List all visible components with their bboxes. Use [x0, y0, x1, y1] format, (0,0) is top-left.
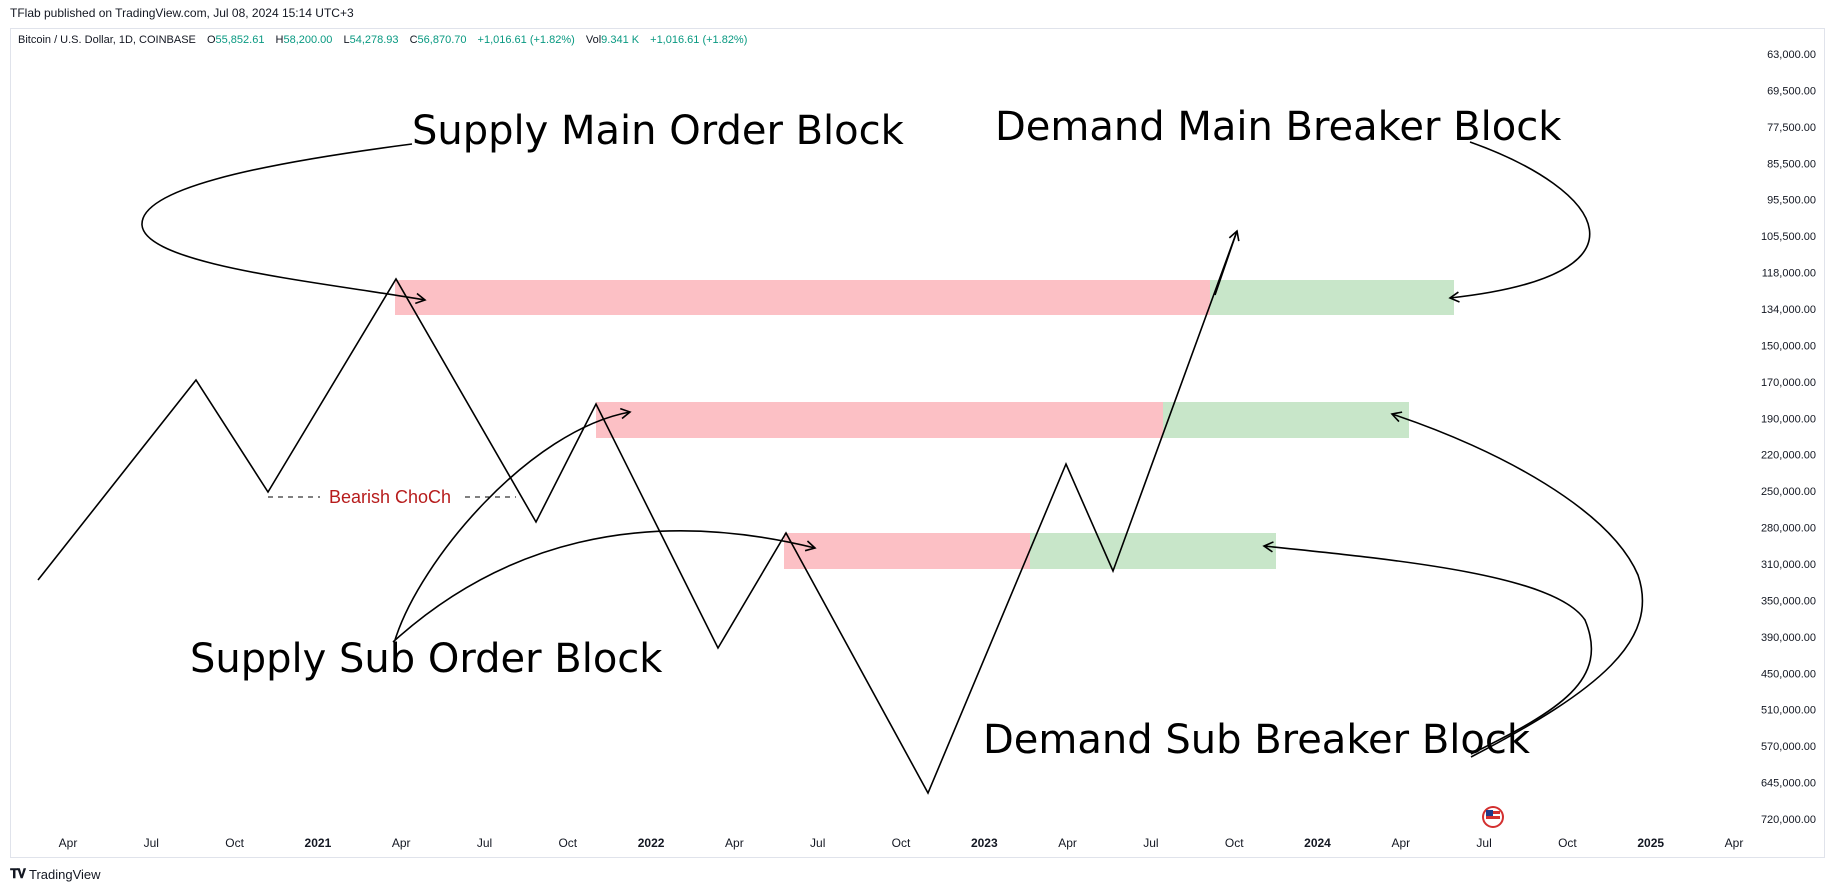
x-tick-label: Apr: [392, 836, 411, 850]
y-tick-label: 310,000.00: [1761, 559, 1816, 571]
price-path-arrow: [1214, 229, 1240, 296]
x-tick-label: Oct: [1225, 836, 1244, 850]
x-tick-label: Apr: [725, 836, 744, 850]
x-tick-label: 2022: [638, 836, 665, 850]
y-tick-label: 450,000.00: [1761, 668, 1816, 680]
time-axis[interactable]: Apr Jul Oct 2021 Apr Jul Oct 2022 Apr Jul Oct 2023 A…: [59, 836, 1744, 850]
demand-sub-arrow-upper: [1390, 411, 1644, 758]
open-value: 55,852.61: [215, 34, 265, 46]
tradingview-logo-icon[interactable]: 𝐓𝐕: [10, 866, 26, 881]
demand-main-arrow: [1448, 141, 1591, 303]
y-tick-label: 220,000.00: [1761, 450, 1816, 462]
vol-change-value: +1,016.61 (+1.82%): [650, 34, 748, 46]
high-label: H: [275, 34, 284, 46]
demand-sub-label: Demand Sub Breaker Block: [983, 717, 1531, 763]
high-value: 58,200.00: [283, 34, 333, 46]
x-tick-label: Apr: [1058, 836, 1077, 850]
supply-sub-label: Supply Sub Order Block: [190, 636, 663, 682]
y-tick-label: 105,500.00: [1761, 231, 1816, 243]
x-tick-label: Jul: [810, 836, 825, 850]
change-value: +1,016.61 (+1.82%): [477, 34, 575, 46]
x-tick-label: Oct: [1558, 836, 1577, 850]
x-tick-label: Oct: [892, 836, 911, 850]
choch-label: Bearish ChoCh: [329, 487, 451, 507]
footer-brand[interactable]: TradingView: [29, 866, 101, 882]
x-tick-label: Apr: [1391, 836, 1410, 850]
y-tick-label: 280,000.00: [1761, 523, 1816, 535]
y-tick-label: 69,500.00: [1767, 85, 1816, 97]
x-tick-label: 2024: [1304, 836, 1331, 850]
chart-frame: [10, 28, 1825, 858]
supply-sub-arrow-upper: [394, 407, 632, 641]
y-tick-label: 190,000.00: [1761, 413, 1816, 425]
demand-sub-block-lower[interactable]: [1030, 533, 1276, 569]
y-tick-label: 570,000.00: [1761, 741, 1816, 753]
events-flag-icon[interactable]: [1482, 806, 1504, 828]
x-tick-label: 2021: [305, 836, 332, 850]
y-tick-label: 720,000.00: [1761, 814, 1816, 826]
y-tick-label: 250,000.00: [1761, 486, 1816, 498]
y-tick-label: 77,500.00: [1767, 122, 1816, 134]
supply-sub-arrow-lower: [392, 530, 817, 643]
price-axis[interactable]: 63,000.00 69,500.00 77,500.00 85,500.00 95,5…: [1761, 49, 1816, 826]
supply-main-label: Supply Main Order Block: [412, 108, 905, 154]
close-value: 56,870.70: [417, 34, 467, 46]
x-tick-label: Jul: [477, 836, 492, 850]
demand-sub-arrow-lower: [1262, 541, 1593, 755]
publish-info: TFlab published on TradingView.com, Jul …: [10, 6, 354, 20]
close-label: C: [409, 34, 418, 46]
x-tick-label: Apr: [1725, 836, 1744, 850]
y-tick-label: 63,000.00: [1767, 49, 1816, 61]
vol-label: Vol: [585, 34, 602, 46]
x-tick-label: 2023: [971, 836, 998, 850]
footer: 𝐓𝐕 TradingView: [10, 866, 101, 882]
demand-main-label: Demand Main Breaker Block: [995, 104, 1562, 150]
x-tick-label: Oct: [225, 836, 244, 850]
price-path: [37, 230, 1238, 795]
supply-sub-block-upper[interactable]: [596, 402, 1163, 438]
x-tick-label: Jul: [1476, 836, 1491, 850]
supply-sub-block-lower[interactable]: [784, 533, 1030, 569]
low-label: L: [343, 34, 350, 46]
y-tick-label: 510,000.00: [1761, 705, 1816, 717]
symbol-title[interactable]: Bitcoin / U.S. Dollar, 1D, COINBASE: [18, 34, 196, 46]
y-tick-label: 350,000.00: [1761, 595, 1816, 607]
low-value: 54,278.93: [349, 34, 399, 46]
y-tick-label: 645,000.00: [1761, 778, 1816, 790]
x-tick-label: Jul: [1143, 836, 1158, 850]
y-tick-label: 118,000.00: [1762, 268, 1816, 280]
y-tick-label: 170,000.00: [1761, 377, 1816, 389]
y-tick-label: 390,000.00: [1761, 632, 1816, 644]
x-tick-label: Apr: [59, 836, 78, 850]
supply-main-block[interactable]: [395, 280, 1210, 315]
x-tick-label: Jul: [144, 836, 159, 850]
x-tick-label: Oct: [558, 836, 577, 850]
x-tick-label: 2025: [1637, 836, 1664, 850]
y-tick-label: 95,500.00: [1767, 195, 1816, 207]
y-tick-label: 150,000.00: [1761, 340, 1816, 352]
vol-value: 9.341 K: [601, 34, 640, 46]
open-label: O: [206, 34, 216, 46]
demand-main-block[interactable]: [1210, 280, 1454, 315]
symbol-legend: Bitcoin / U.S. Dollar, 1D, COINBASE O55,…: [18, 34, 755, 46]
demand-sub-block-upper[interactable]: [1163, 402, 1409, 438]
y-tick-label: 85,500.00: [1767, 158, 1816, 170]
y-tick-label: 134,000.00: [1761, 304, 1816, 316]
supply-main-arrow: [141, 143, 427, 305]
